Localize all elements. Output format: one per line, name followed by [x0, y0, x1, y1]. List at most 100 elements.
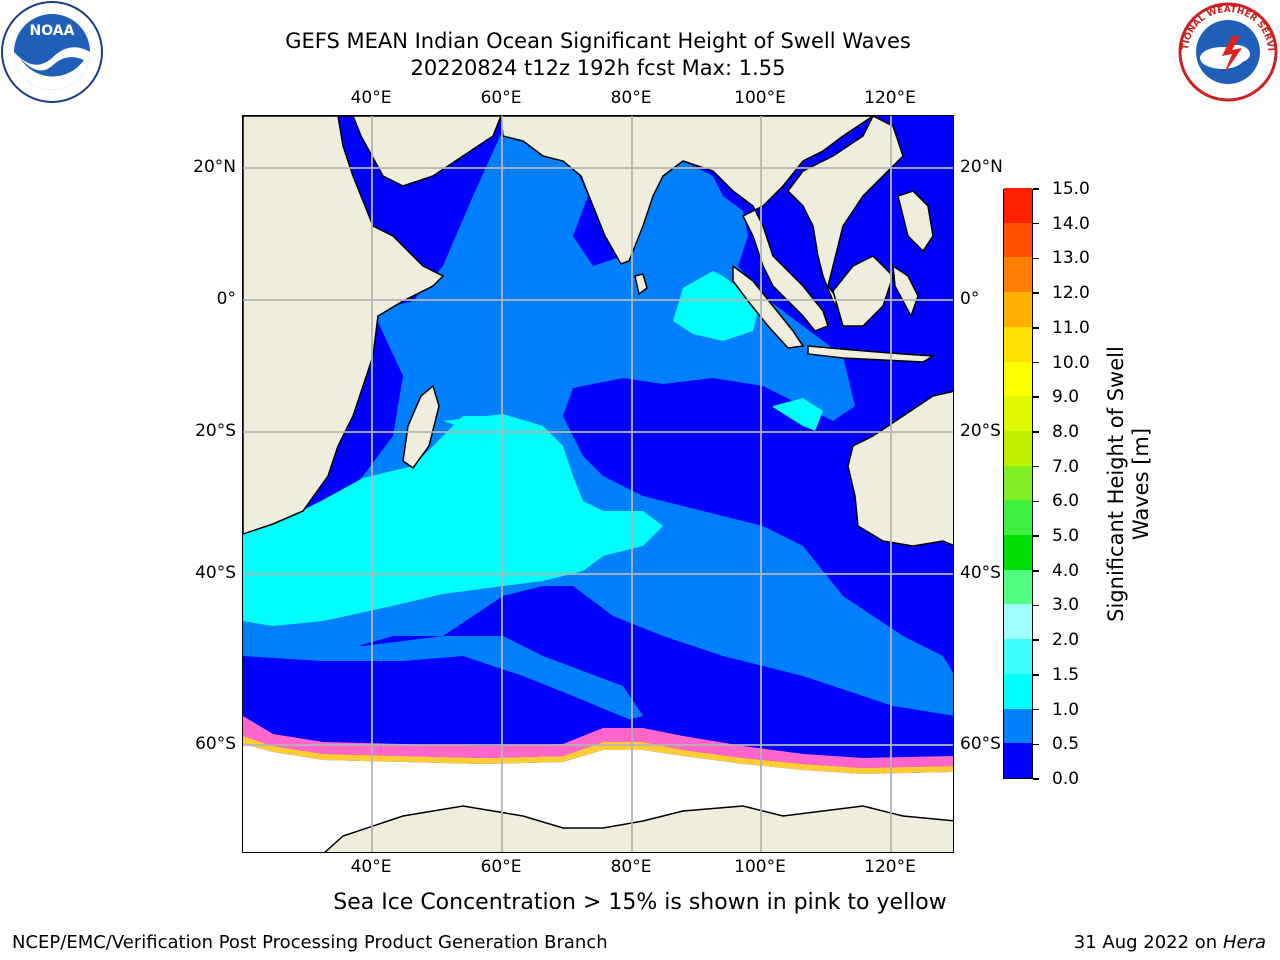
colorbar-tick-label: 8.0: [1052, 421, 1080, 442]
colorbar-segment: [1004, 395, 1032, 431]
colorbar-tick-mark: [1033, 188, 1039, 190]
colorbar-segment: [1004, 256, 1032, 293]
lat-tick-right: 20°S: [960, 421, 1001, 441]
lat-tick-left: 40°S: [195, 563, 236, 583]
lat-tick-right: 0°: [960, 289, 980, 309]
lon-tick-top: 40°E: [350, 88, 392, 108]
footer-date-text: 31 Aug 2022 on: [1073, 932, 1218, 953]
lon-tick-top: 100°E: [734, 88, 786, 108]
colorbar-segment: [1004, 326, 1032, 362]
colorbar-segment: [1004, 291, 1032, 327]
colorbar-tick-mark: [1033, 222, 1039, 225]
swell-height-map: [242, 115, 954, 853]
colorbar-segment: [1004, 187, 1032, 223]
lon-tick-top: 120°E: [864, 88, 916, 108]
lon-tick-bottom: 100°E: [734, 857, 786, 877]
lat-tick-left: 20°S: [195, 421, 236, 441]
lat-tick-left: 20°N: [193, 157, 236, 177]
colorbar-tick-label: 2.0: [1052, 630, 1080, 651]
lon-tick-bottom: 40°E: [350, 857, 392, 877]
swell-low-region: [573, 381, 893, 536]
land-java: [807, 345, 936, 363]
colorbar-tick-mark: [1033, 708, 1039, 711]
colorbar-tick-label: 14.0: [1052, 213, 1090, 234]
colorbar-segment: [1004, 430, 1032, 466]
colorbar-tick-mark: [1033, 500, 1039, 503]
colorbar-tick-mark: [1033, 639, 1039, 641]
colorbar-tick-mark: [1033, 396, 1039, 398]
sea-ice-note: Sea Ice Concentration > 15% is shown in …: [333, 890, 947, 915]
svg-text:NOAA: NOAA: [30, 23, 75, 39]
map-subtitle: 20220824 t12z 192h fcst Max: 1.55: [410, 56, 786, 80]
lon-tick-bottom: 80°E: [610, 857, 652, 877]
colorbar-tick-label: 11.0: [1052, 317, 1090, 338]
colorbar-tick-label: 7.0: [1052, 456, 1080, 477]
colorbar-tick-mark: [1033, 327, 1039, 329]
map-canvas: [243, 116, 953, 852]
land-antarctica: [324, 805, 953, 852]
map-title: GEFS MEAN Indian Ocean Significant Heigh…: [285, 29, 911, 53]
colorbar-tick-label: 0.0: [1052, 769, 1080, 789]
land-sumatra: [732, 264, 805, 349]
colorbar-tick-mark: [1033, 604, 1039, 607]
land-borneo: [832, 255, 894, 327]
colorbar-tick-label: 1.5: [1052, 664, 1080, 685]
colorbar-tick-label: 3.0: [1052, 595, 1080, 616]
swell-high-region: [673, 271, 758, 341]
colorbar-tick-label: 13.0: [1052, 248, 1090, 269]
colorbar-segment: [1004, 603, 1032, 640]
sea-ice-edge: [243, 716, 953, 768]
colorbar-tick-label: 0.5: [1052, 734, 1080, 755]
noaa-logo: NOAA: [1, 1, 103, 103]
colorbar-tick-label: 12.0: [1052, 283, 1090, 304]
colorbar-tick-label: 1.0: [1052, 699, 1080, 720]
land-sri-lanka: [634, 273, 648, 296]
colorbar-tick-label: 15.0: [1052, 179, 1090, 199]
nws-logo: NATIONAL WEATHER SERVICE: [1176, 0, 1278, 102]
sea-ice-edge: [243, 736, 953, 774]
colorbar-segment: [1004, 465, 1032, 501]
colorbar: [1003, 187, 1033, 779]
lon-tick-bottom: 60°E: [480, 857, 522, 877]
colorbar-segment: [1004, 673, 1032, 709]
colorbar-segment: [1004, 742, 1032, 778]
colorbar-segment: [1004, 499, 1032, 536]
colorbar-tick-mark: [1033, 674, 1039, 676]
colorbar-tick-mark: [1033, 465, 1039, 468]
lon-tick-top: 60°E: [480, 88, 522, 108]
land-sulawesi: [892, 264, 919, 318]
lat-tick-right: 40°S: [960, 563, 1001, 583]
colorbar-label: Significant Height of Swell Waves [m]: [1104, 346, 1153, 622]
colorbar-tick-label: 4.0: [1052, 560, 1080, 581]
land-philippines: [897, 190, 934, 253]
lon-tick-bottom: 120°E: [864, 857, 916, 877]
lon-tick-top: 80°E: [610, 88, 652, 108]
colorbar-tick-mark: [1033, 778, 1039, 780]
lat-tick-right: 60°S: [960, 734, 1001, 754]
colorbar-tick-mark: [1033, 431, 1039, 433]
lat-tick-right: 20°N: [960, 157, 1003, 177]
colorbar-segment: [1004, 638, 1032, 674]
lat-tick-left: 0°: [216, 289, 236, 309]
footer-host: Hera: [1222, 932, 1266, 953]
colorbar-segment: [1004, 569, 1032, 605]
colorbar-segment: [1004, 708, 1032, 744]
colorbar-tick-label: 10.0: [1052, 352, 1090, 373]
colorbar-tick-label: 5.0: [1052, 526, 1080, 547]
lat-tick-left: 60°S: [195, 734, 236, 754]
colorbar-tick-label: 6.0: [1052, 491, 1080, 512]
land-australia: [847, 390, 953, 547]
swell-high-region: [443, 414, 543, 436]
colorbar-tick-mark: [1033, 535, 1039, 537]
graticule: [243, 116, 953, 852]
colorbar-segment: [1004, 361, 1032, 397]
colorbar-tick-mark: [1033, 570, 1039, 572]
colorbar-tick-label: 9.0: [1052, 387, 1080, 408]
colorbar-tick-mark: [1033, 292, 1039, 294]
footer-date: 31 Aug 2022 on Hera: [1074, 932, 1266, 953]
colorbar-segment: [1004, 222, 1032, 258]
colorbar-segment: [1004, 534, 1032, 570]
colorbar-tick-mark: [1033, 743, 1039, 746]
colorbar-tick-mark: [1033, 257, 1039, 260]
footer-branch: NCEP/EMC/Verification Post Processing Pr…: [12, 932, 608, 953]
